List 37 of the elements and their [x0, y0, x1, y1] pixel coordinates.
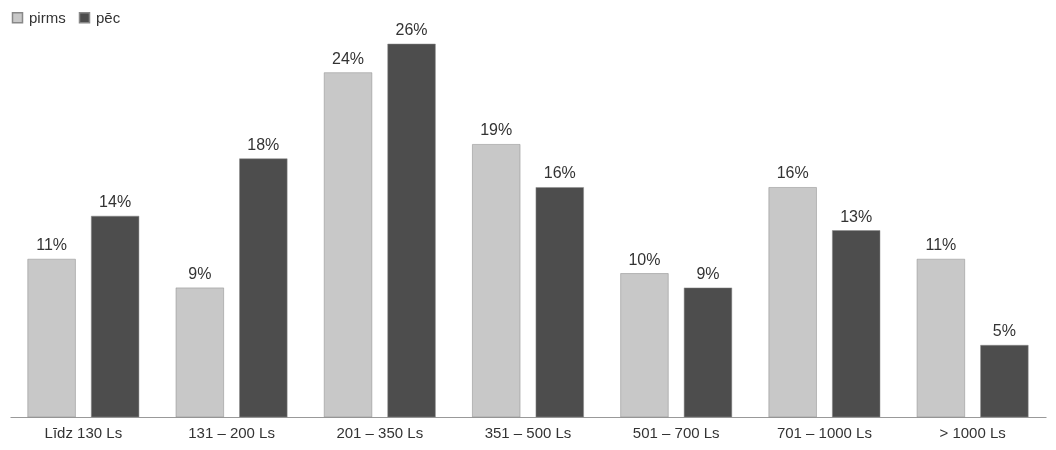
bar [768, 187, 817, 418]
data-label: 11% [925, 236, 957, 254]
x-tick-label: 131 – 200 Ls [188, 423, 275, 441]
data-label: 16% [543, 164, 576, 182]
data-label: 26% [395, 21, 428, 38]
x-tick-label: 701 – 1000 Ls [776, 423, 872, 441]
bar [239, 158, 288, 418]
bar [91, 215, 140, 418]
data-label: 11% [36, 236, 68, 254]
x-tick-label: 351 – 500 Ls [484, 423, 572, 441]
bar [980, 345, 1029, 418]
bar [472, 144, 521, 418]
data-label: 9% [188, 264, 212, 282]
legend-label: pēc [96, 8, 121, 26]
bar [323, 72, 373, 418]
data-label: 13% [840, 207, 873, 225]
x-tick-label: > 1000 Ls [939, 423, 1006, 441]
data-label: 10% [628, 250, 661, 268]
x-tick-label: Līdz 130 Ls [44, 423, 123, 441]
bar [683, 287, 733, 418]
x-tick-label: 501 – 700 Ls [632, 423, 720, 441]
bar [916, 258, 965, 418]
data-label: 5% [992, 322, 1016, 340]
data-label: 16% [776, 164, 809, 182]
bar [535, 187, 584, 418]
data-label: 9% [696, 264, 720, 282]
data-label: 24% [332, 49, 365, 67]
bar [387, 43, 436, 418]
data-label: 14% [99, 193, 132, 211]
data-label: 18% [247, 135, 280, 153]
bar [620, 273, 669, 418]
legend-label: pirms [29, 8, 66, 26]
bar [27, 258, 76, 418]
x-tick-label: 201 – 350 Ls [336, 423, 424, 441]
bar [832, 230, 881, 418]
data-label: 19% [480, 121, 513, 139]
bar [175, 287, 224, 418]
